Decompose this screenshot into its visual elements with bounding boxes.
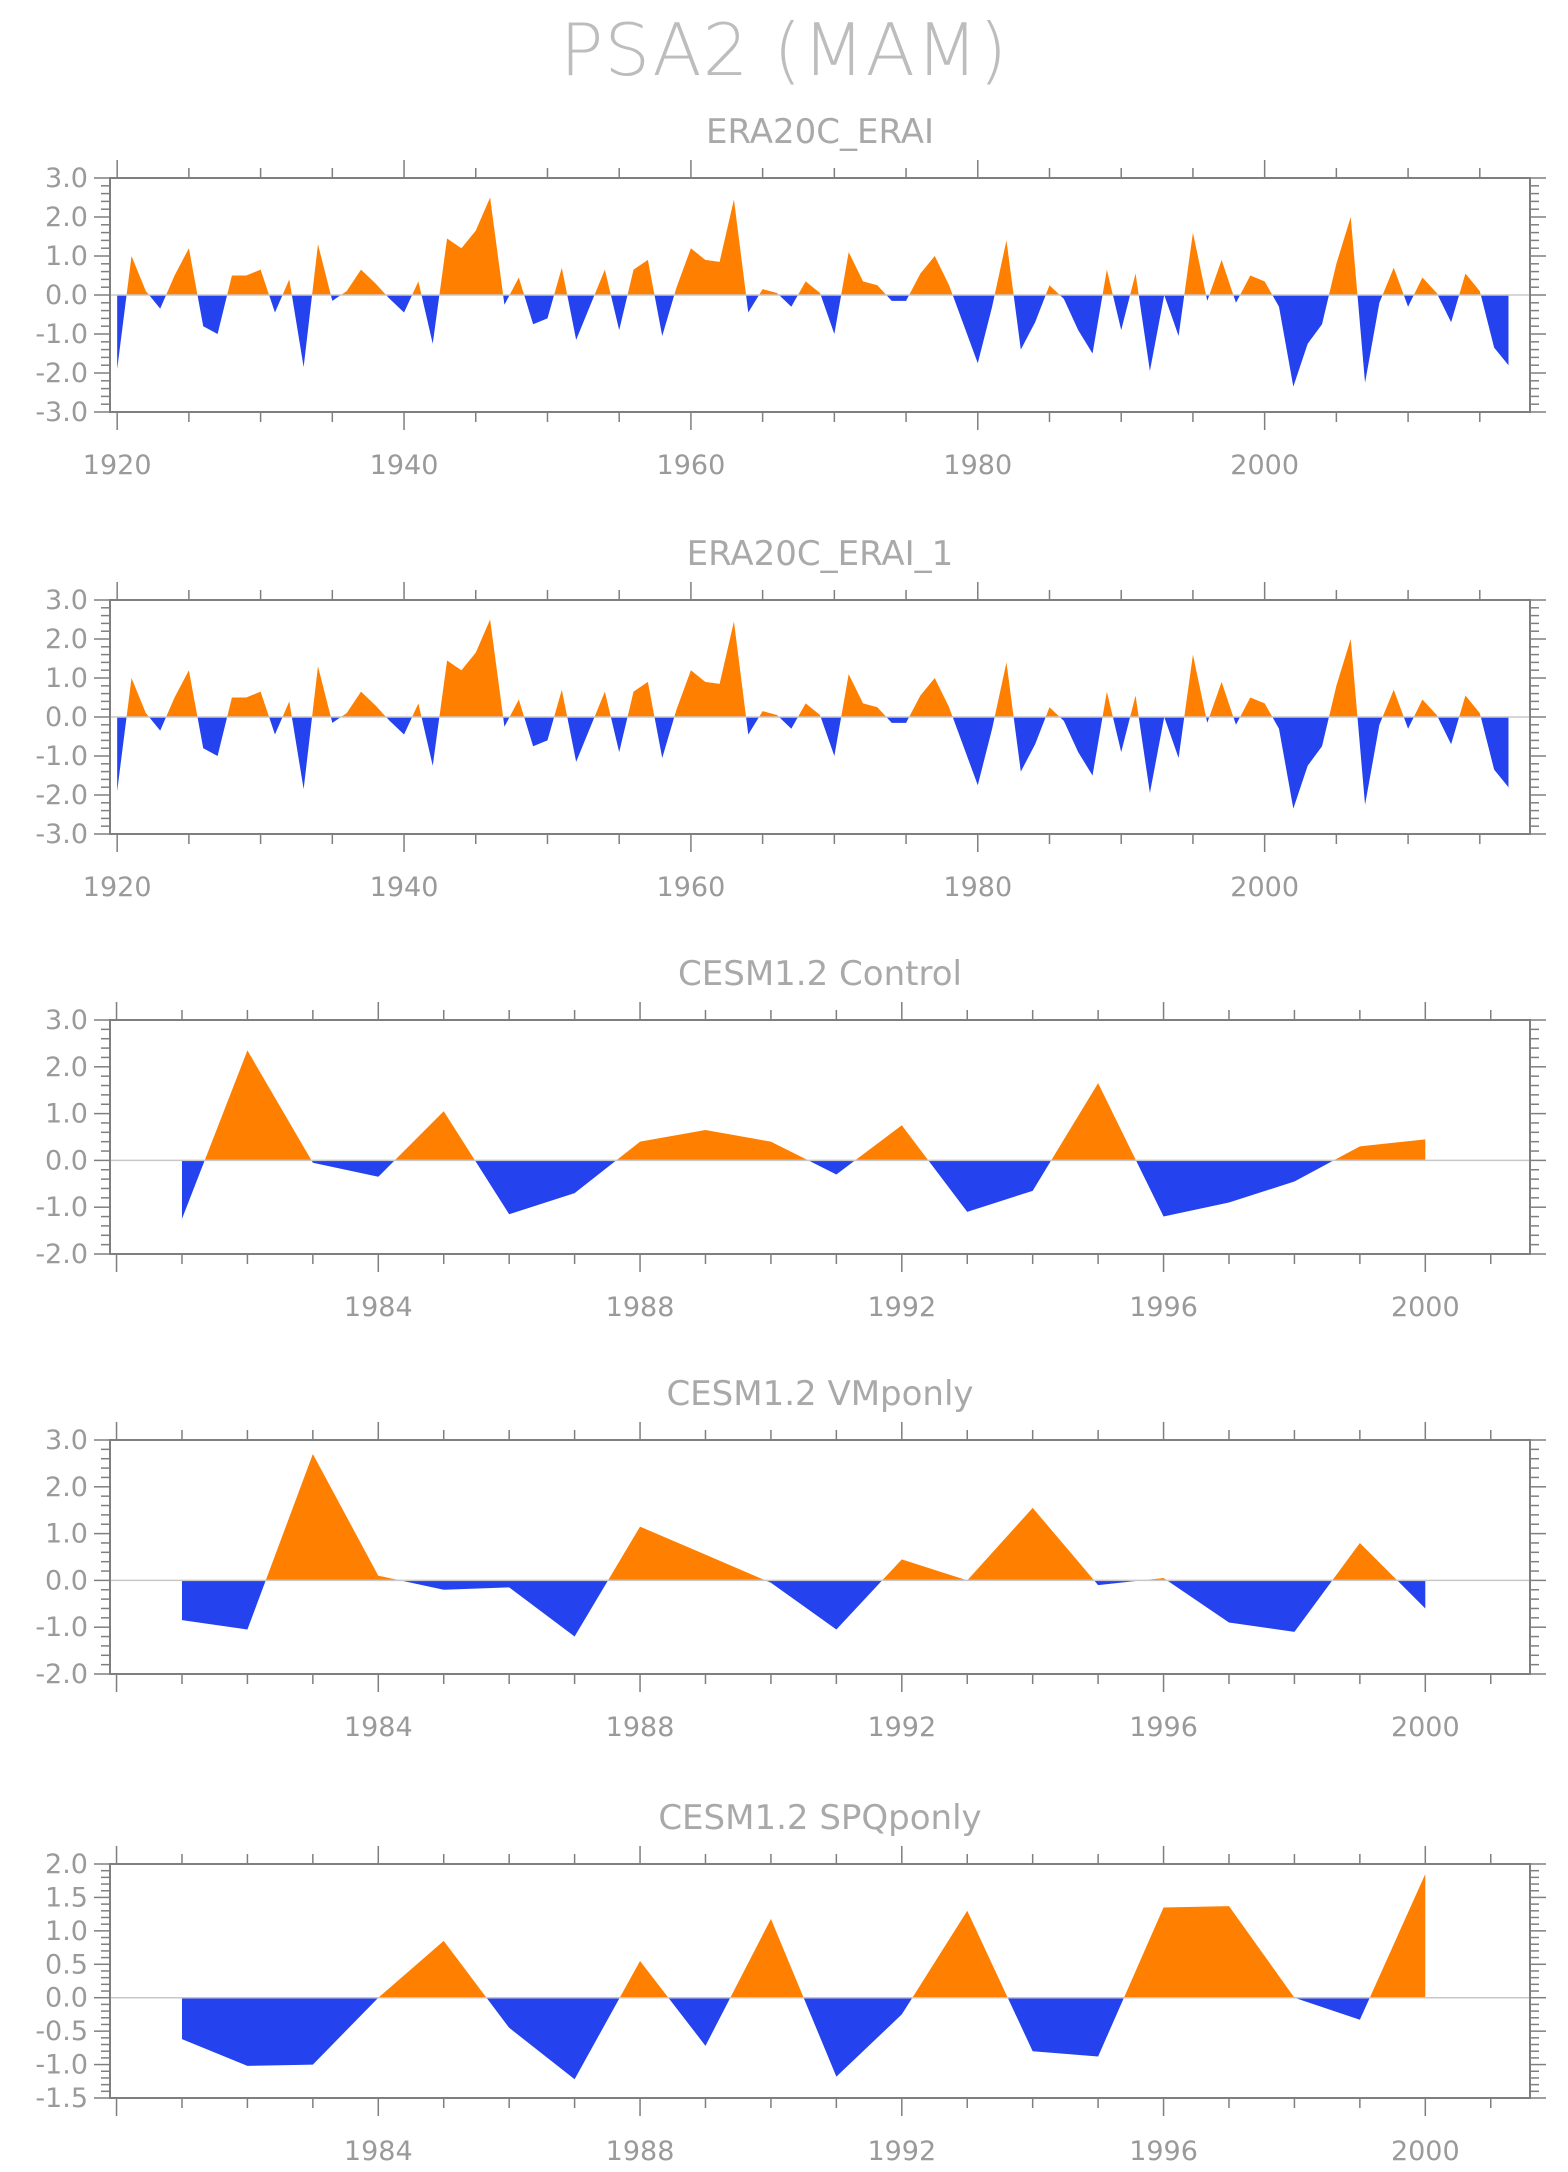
y-tick-label: 1.0 — [45, 663, 88, 694]
x-tick-label: 1940 — [370, 450, 439, 481]
x-tick-label: 1920 — [83, 450, 152, 481]
y-tick-label: -1.0 — [35, 1192, 88, 1223]
y-tick-label: 0.0 — [45, 280, 88, 311]
chart-panel-era20c-erai: ERA20C_ERAI 3.0 2.0 1.0 0.0 -1.0 -2.0 -3.0 1920 1… — [35, 112, 1546, 481]
y-tick-label: -1.5 — [35, 2083, 88, 2114]
y-tick-label: 2.0 — [45, 1052, 88, 1083]
x-tick-label: 1992 — [867, 2136, 936, 2167]
y-tick-label: 0.0 — [45, 1565, 88, 1596]
y-tick-label: -2.0 — [35, 1659, 88, 1690]
y-tick-label: 3.0 — [45, 1425, 88, 1456]
main-title: PSA2 (MAM) — [559, 8, 1009, 92]
x-tick-label: 1984 — [344, 1292, 413, 1323]
positive-area — [117, 619, 1509, 717]
x-tick-label: 1988 — [606, 1292, 675, 1323]
y-tick-label: 0.0 — [45, 702, 88, 733]
y-tick-label: 2.0 — [45, 1472, 88, 1503]
chart-panel-cesm-spqponly: CESM1.2 SPQponly 2.01.51.00.50.0-0.5-1.0-… — [35, 1798, 1546, 2167]
x-tick-label: 1992 — [867, 1712, 936, 1743]
panel-title: CESM1.2 VMponly — [666, 1374, 973, 1414]
x-tick-label: 1960 — [657, 872, 726, 903]
y-tick-label: 2.0 — [45, 1849, 88, 1880]
x-tick-label: 1984 — [344, 1712, 413, 1743]
negative-area — [181, 1997, 1426, 2080]
positive-area — [181, 1454, 1426, 1581]
y-tick-label: 2.0 — [45, 202, 88, 233]
negative-area — [117, 717, 1509, 809]
negative-area — [117, 295, 1509, 387]
y-tick-label: 0.0 — [45, 1983, 88, 2014]
negative-area — [181, 1580, 1426, 1637]
panel-title: CESM1.2 Control — [678, 954, 962, 994]
panel-title: CESM1.2 SPQponly — [658, 1798, 981, 1838]
x-tick-label: 1984 — [344, 2136, 413, 2167]
plot-frame — [109, 1863, 1531, 2099]
positive-area — [181, 1050, 1426, 1161]
y-tick-label: -1.0 — [35, 2050, 88, 2081]
y-tick-label: -3.0 — [35, 397, 88, 428]
x-tick-label: 1996 — [1129, 2136, 1198, 2167]
y-tick-label: 1.0 — [45, 241, 88, 272]
y-tick-label: 1.0 — [45, 1916, 88, 1947]
y-tick-label: 2.0 — [45, 624, 88, 655]
negative-area — [181, 1160, 1426, 1219]
y-tick-label: 0.5 — [45, 1949, 88, 1980]
y-tick-label: -1.0 — [35, 1612, 88, 1643]
x-tick-label: 2000 — [1230, 872, 1299, 903]
y-tick-label: 1.0 — [45, 1099, 88, 1130]
y-tick-label: 3.0 — [45, 163, 88, 194]
positive-area — [117, 197, 1509, 295]
x-tick-label: 1988 — [606, 1712, 675, 1743]
y-tick-label: -3.0 — [35, 819, 88, 850]
positive-area — [181, 1874, 1426, 1998]
y-tick-label: 3.0 — [45, 1005, 88, 1036]
x-tick-label: 2000 — [1391, 2136, 1460, 2167]
y-tick-label: -2.0 — [35, 1239, 88, 1270]
x-tick-label: 1988 — [606, 2136, 675, 2167]
y-tick-label: -1.0 — [35, 319, 88, 350]
x-tick-label: 2000 — [1391, 1712, 1460, 1743]
y-tick-label: -1.0 — [35, 741, 88, 772]
y-tick-label: -0.5 — [35, 2016, 88, 2047]
y-tick-label: -2.0 — [35, 358, 88, 389]
y-tick-label: 1.5 — [45, 1882, 88, 1913]
x-tick-label: 1920 — [83, 872, 152, 903]
panel-title: ERA20C_ERAI — [706, 112, 934, 152]
x-tick-label: 1996 — [1129, 1712, 1198, 1743]
y-tick-label: 3.0 — [45, 585, 88, 616]
x-tick-label: 2000 — [1391, 1292, 1460, 1323]
x-tick-label: 1980 — [943, 450, 1012, 481]
chart-panel-cesm-control: CESM1.2 Control 3.0 2.0 1.0 0.0 -1.0 -2.0 1984 1… — [35, 954, 1546, 1323]
y-tick-label: 0.0 — [45, 1145, 88, 1176]
y-tick-label: 1.0 — [45, 1519, 88, 1550]
chart-panel-era20c-erai-1: ERA20C_ERAI_1 3.0 2.0 1.0 0.0 -1.0 -2.0 -3.0 192… — [35, 534, 1546, 903]
plot-frame — [109, 1439, 1531, 1675]
x-tick-label: 2000 — [1230, 450, 1299, 481]
x-tick-label: 1996 — [1129, 1292, 1198, 1323]
panel-title: ERA20C_ERAI_1 — [687, 534, 954, 574]
y-tick-label: -2.0 — [35, 780, 88, 811]
plot-frame — [109, 1019, 1531, 1255]
x-tick-label: 1980 — [943, 872, 1012, 903]
x-tick-label: 1992 — [867, 1292, 936, 1323]
x-tick-label: 1960 — [657, 450, 726, 481]
chart-panel-cesm-vmponly: CESM1.2 VMponly 3.0 2.0 1.0 0.0 -1.0 -2.0 1984 1… — [35, 1374, 1546, 1743]
x-tick-label: 1940 — [370, 872, 439, 903]
